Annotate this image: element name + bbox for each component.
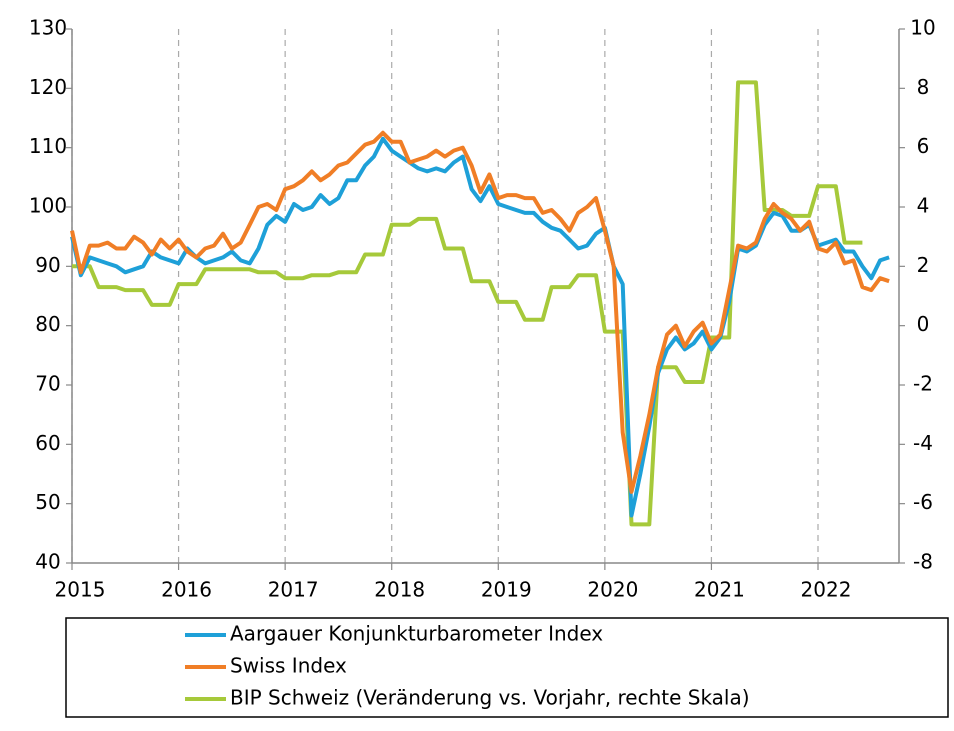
y-tick-label: 80 [35,312,60,336]
x-tick-label: 2015 [55,578,106,602]
y2-tick-label: 8 [917,75,930,99]
legend-label: Aargauer Konjunkturbarometer Index [230,622,603,646]
y2-tick-label: 0 [917,312,930,336]
y-tick-label: 50 [35,490,60,514]
x-tick-label: 2018 [374,578,425,602]
y2-tick-label: 6 [917,134,930,158]
y2-tick-label: -6 [913,490,933,514]
y-tick-label: 40 [35,550,60,574]
x-tick-label: 2019 [481,578,532,602]
y-tick-label: 100 [29,194,67,218]
y2-tick-label: 4 [917,194,930,218]
x-tick-label: 2022 [801,578,852,602]
x-tick-label: 2017 [268,578,319,602]
y2-tick-label: 2 [917,253,930,277]
x-tick-label: 2016 [161,578,212,602]
x-tick-label: 2021 [694,578,745,602]
series-line [70,130,890,494]
y-tick-label: 70 [35,372,60,396]
y-tick-label: 110 [29,134,67,158]
legend-box [65,617,949,718]
y-tick-label: 90 [35,253,60,277]
y-tick-label: 130 [29,16,67,40]
series-line [70,136,890,518]
legend-label: Swiss Index [230,654,347,678]
y-tick-label: 120 [29,75,67,99]
series-line [72,80,863,527]
legend-label: BIP Schweiz (Veränderung vs. Vorjahr, re… [230,686,750,710]
y2-tick-label: -2 [913,372,933,396]
y2-tick-label: -4 [913,431,933,455]
y-tick-label: 60 [35,431,60,455]
y2-tick-label: 10 [910,16,935,40]
y2-tick-label: -8 [913,550,933,574]
x-tick-label: 2020 [587,578,638,602]
